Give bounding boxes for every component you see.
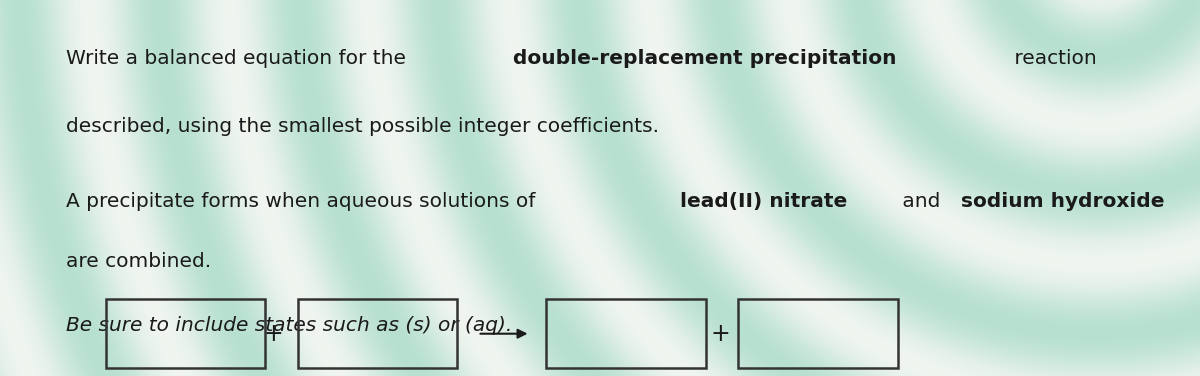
Text: and: and — [895, 192, 947, 211]
Text: double-replacement precipitation: double-replacement precipitation — [512, 49, 896, 68]
Text: sodium hydroxide: sodium hydroxide — [961, 192, 1165, 211]
Bar — [738, 299, 898, 368]
Bar — [106, 299, 265, 368]
Text: are combined.: are combined. — [66, 252, 211, 271]
Bar — [546, 299, 706, 368]
Text: +: + — [710, 322, 730, 346]
Text: +: + — [264, 322, 283, 346]
Bar — [298, 299, 457, 368]
Text: Write a balanced equation for the: Write a balanced equation for the — [66, 49, 413, 68]
Text: described, using the smallest possible integer coefficients.: described, using the smallest possible i… — [66, 117, 659, 136]
Text: lead(II) nitrate: lead(II) nitrate — [680, 192, 847, 211]
Text: Be sure to include states such as (s) or (aq).: Be sure to include states such as (s) or… — [66, 316, 512, 335]
Text: reaction: reaction — [1008, 49, 1097, 68]
Text: A precipitate forms when aqueous solutions of: A precipitate forms when aqueous solutio… — [66, 192, 541, 211]
